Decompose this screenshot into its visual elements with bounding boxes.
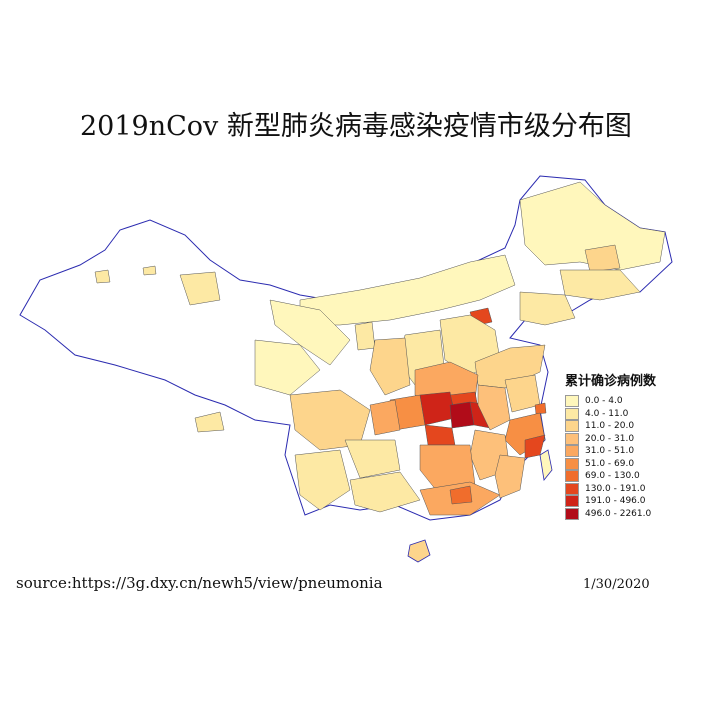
- region-hubei-south: [424, 424, 456, 446]
- region-wuhan: [449, 401, 475, 429]
- legend-swatch: [565, 470, 579, 483]
- legend-label: 51.0 - 69.0: [585, 458, 635, 469]
- legend-swatch: [565, 507, 579, 520]
- legend-swatch: [565, 420, 579, 433]
- legend-label: 496.0 - 2261.0: [585, 508, 652, 519]
- region-heilongjiang: [519, 181, 666, 271]
- hainan-outline: [407, 539, 431, 563]
- region-qinghai: [254, 339, 321, 396]
- legend-swatch: [565, 445, 579, 458]
- region-chongqing: [369, 399, 401, 436]
- legend-item: 31.0 - 51.0: [565, 445, 656, 458]
- legend-swatch: [565, 407, 579, 420]
- legend-item: 496.0 - 2261.0: [565, 507, 656, 521]
- legend-item: 20.0 - 31.0: [565, 432, 656, 446]
- legend-label: 20.0 - 31.0: [585, 433, 635, 444]
- region-tibet-lhasa: [194, 411, 225, 433]
- legend-label: 191.0 - 496.0: [585, 496, 646, 507]
- legend-label: 130.0 - 191.0: [585, 483, 646, 494]
- legend-swatch: [565, 432, 579, 445]
- taiwan-outline: [539, 449, 553, 481]
- legend-label: 69.0 - 130.0: [585, 471, 640, 482]
- region-yunnan: [294, 449, 351, 511]
- region-liaoning: [519, 291, 576, 326]
- region-guizhou: [344, 439, 401, 479]
- region-harbin: [584, 244, 621, 273]
- legend-item: 130.0 - 191.0: [565, 482, 656, 496]
- region-wenzhou: [524, 434, 546, 459]
- legend-label: 11.0 - 20.0: [585, 421, 635, 432]
- region-jilin: [559, 269, 641, 301]
- region-shaanxi: [369, 337, 411, 396]
- legend-item: 69.0 - 130.0: [565, 470, 656, 483]
- legend: 累计确诊病例数 0.0 - 4.0 4.0 - 11.0 11.0 - 20.0 20…: [565, 370, 656, 520]
- region-xinjiang-urumqi: [179, 271, 221, 306]
- region-gansu: [269, 299, 351, 366]
- legend-label: 31.0 - 51.0: [585, 446, 635, 457]
- legend-rows: 0.0 - 4.0 4.0 - 11.0 11.0 - 20.0 20.0 - 31.…: [565, 395, 656, 520]
- source-note: source:https://3g.dxy.cn/newh5/view/pneu…: [16, 574, 383, 592]
- legend-swatch: [565, 457, 579, 470]
- region-fujian: [494, 454, 526, 499]
- legend-item: 0.0 - 4.0: [565, 395, 656, 408]
- legend-swatch: [565, 495, 579, 508]
- date-label: 1/30/2020: [583, 577, 650, 592]
- region-shanghai: [534, 402, 547, 415]
- legend-swatch: [565, 395, 579, 408]
- region-guangxi: [349, 471, 421, 513]
- legend-label: 0.0 - 4.0: [585, 396, 623, 407]
- legend-title: 累计确诊病例数: [565, 374, 657, 389]
- region-xinjiang-small: [142, 265, 157, 276]
- china-city-map: [19, 175, 673, 563]
- region-xinjiang-small-2: [94, 269, 111, 284]
- legend-item: 191.0 - 496.0: [565, 495, 656, 508]
- legend-item: 4.0 - 11.0: [565, 407, 656, 421]
- region-shenzhen: [449, 485, 473, 505]
- legend-item: 11.0 - 20.0: [565, 420, 656, 433]
- legend-label: 4.0 - 11.0: [585, 408, 629, 419]
- region-anhui: [477, 384, 511, 431]
- map-title: 2019nCov 新型肺炎病毒感染疫情市级分布图: [80, 111, 632, 142]
- region-ningxia: [354, 321, 376, 351]
- legend-swatch: [565, 482, 579, 495]
- legend-item: 51.0 - 69.0: [565, 457, 656, 471]
